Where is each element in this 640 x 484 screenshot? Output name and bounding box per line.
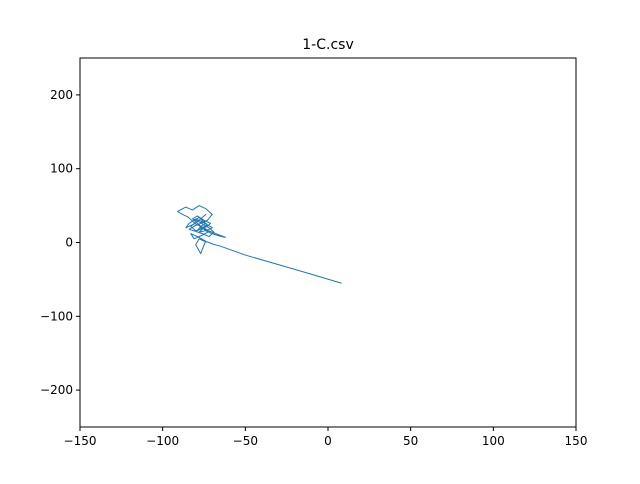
y-tick-label: 0	[65, 236, 73, 250]
x-tick-label: −50	[233, 434, 258, 448]
chart-title: 1-C.csv	[302, 37, 353, 53]
axes: −150 −100 −50 0 50 100 150 −200 −100 0 100 200	[40, 57, 588, 448]
plot-area	[177, 205, 342, 284]
x-tick-label: 50	[403, 434, 418, 448]
x-tick-label: 100	[482, 434, 505, 448]
series-line-0	[177, 205, 342, 284]
y-tick-label: 200	[50, 88, 73, 102]
y-tick-label: −200	[40, 383, 73, 397]
x-tick-label: 0	[324, 434, 332, 448]
y-tick-label: −100	[40, 309, 73, 323]
y-tick-label: 100	[50, 162, 73, 176]
x-tick-label: −100	[146, 434, 179, 448]
x-tick-label: −150	[64, 434, 97, 448]
x-tick-label: 150	[565, 434, 588, 448]
